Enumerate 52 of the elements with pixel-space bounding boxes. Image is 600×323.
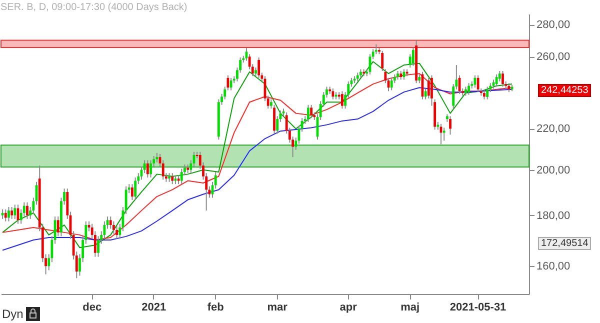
candlestick	[109, 216, 112, 230]
candlestick	[131, 184, 134, 201]
candlestick	[486, 86, 489, 100]
candlestick	[442, 127, 446, 142]
candlestick	[8, 206, 10, 222]
candlestick	[26, 202, 28, 220]
candlestick	[340, 90, 344, 110]
chart-title: SER. B, D, 09:00-17:30 (4000 Days Back)	[0, 2, 188, 13]
text: 172,49514	[538, 237, 592, 250]
x-tick-label: feb	[207, 302, 224, 314]
candlestick	[449, 116, 452, 136]
candlestick	[307, 104, 310, 122]
candlestick	[10, 206, 14, 220]
y-tick-label: 280,00	[536, 19, 570, 32]
candlestick	[495, 74, 498, 88]
x-tick-label: apr	[340, 302, 358, 314]
candlestick	[171, 172, 174, 185]
x-tick-label: dec	[82, 302, 102, 314]
x-tick-label: maj	[400, 302, 420, 314]
candlestick	[56, 216, 60, 237]
candlestick	[476, 74, 480, 93]
candlestick	[390, 77, 393, 91]
candlestick	[134, 176, 137, 201]
y-tick-label: 260,00	[536, 51, 570, 64]
candlestick	[402, 68, 406, 80]
candlestick	[156, 152, 158, 163]
text: Dyn	[2, 307, 24, 321]
x-tick-label: mar	[267, 302, 288, 314]
x-tick-label: 2021-05-31	[450, 302, 506, 314]
candlestick	[427, 77, 430, 99]
candlestick	[483, 90, 486, 100]
y-tick-label: 160,00	[536, 260, 570, 273]
candlestick	[116, 226, 118, 240]
y-tick-label: 180,00	[536, 210, 570, 222]
candlestick	[381, 50, 384, 72]
candlestick	[258, 56, 260, 78]
candlestick	[310, 104, 313, 119]
candlestick	[468, 82, 470, 96]
candlestick	[412, 47, 414, 66]
candlestick	[146, 160, 149, 178]
candlestick	[502, 70, 504, 88]
candlestick	[14, 204, 16, 220]
y-tick-label: 220,00	[536, 123, 570, 136]
candlestick	[374, 44, 378, 55]
candlestick	[4, 208, 7, 222]
y-tick-label: 200,00	[536, 164, 570, 176]
candlestick	[180, 168, 183, 185]
candlestick	[150, 160, 152, 178]
candlestick	[332, 88, 334, 100]
x-tick-label: 2021	[142, 302, 166, 314]
text: 242,44253	[538, 84, 592, 97]
candlestick	[112, 220, 115, 234]
